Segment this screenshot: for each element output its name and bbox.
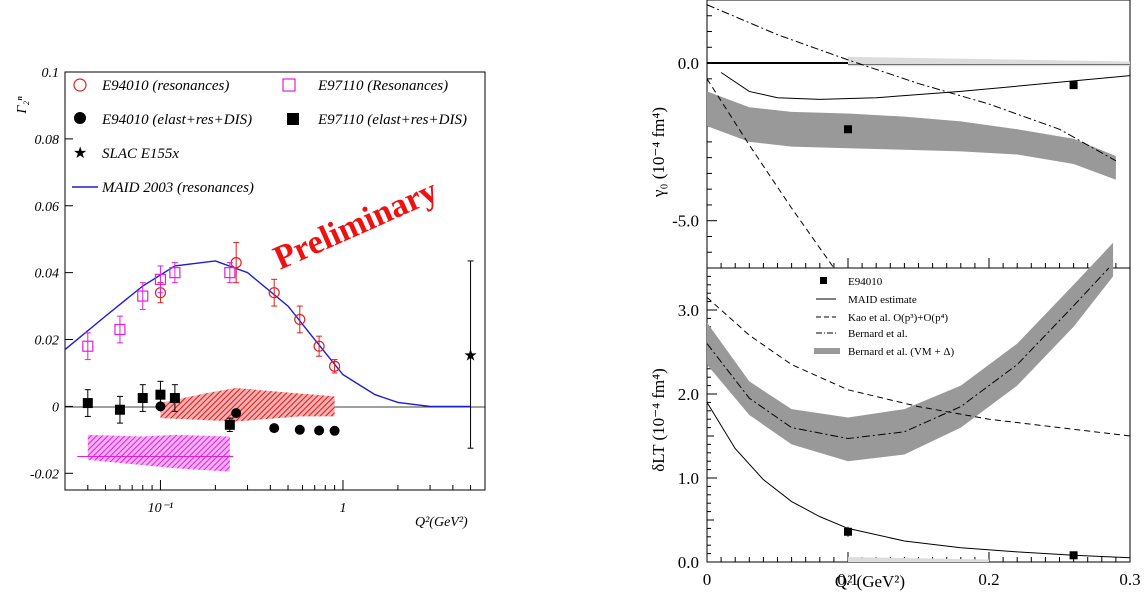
legend-marker-r-e94010 bbox=[820, 277, 827, 284]
e97110-full-point bbox=[114, 404, 125, 415]
preliminary-annotation: Preliminary bbox=[268, 172, 443, 277]
bottom-x-tick-label: 0.1 bbox=[837, 570, 858, 589]
left-y-tick-label: 0.02 bbox=[35, 334, 60, 349]
bottom-bernard-vm-band bbox=[707, 242, 1114, 462]
legend-label-maid: MAID 2003 (resonances) bbox=[101, 180, 254, 196]
e97110-full-point bbox=[155, 389, 166, 400]
top-y-tick-label: -5.0 bbox=[672, 212, 699, 231]
right-legend: E94010 MAID estimate Kao et al. O(p³)+O(… bbox=[814, 276, 954, 358]
e97110-res-point bbox=[114, 323, 126, 336]
e94010-full-point bbox=[294, 424, 305, 435]
left-x-axis-label: Q²(GeV²) bbox=[415, 515, 468, 530]
bottom-e94010-point bbox=[1069, 551, 1078, 560]
e97110-full-point bbox=[82, 398, 93, 409]
top-solid-curve bbox=[720, 72, 1131, 100]
legend-label-e94010-full: E94010 (elast+res+DIS) bbox=[101, 112, 252, 128]
top-e94010-point bbox=[1069, 81, 1078, 90]
e94010-full-point bbox=[329, 425, 340, 436]
slac-point: ★ bbox=[463, 348, 477, 365]
e97110-full-point bbox=[224, 419, 235, 430]
bottom-x-axis-label: Q² (GeV²) bbox=[835, 572, 905, 591]
legend-label-slac: SLAC E155x bbox=[102, 146, 179, 162]
left-y-axis-label: Γ₂ⁿ bbox=[15, 96, 30, 115]
e94010-full-point bbox=[231, 408, 242, 419]
bottom-y-axis-label: δLT (10⁻⁴ fm⁴) bbox=[649, 368, 668, 471]
bottom-x-tick-label: 0.2 bbox=[978, 570, 999, 589]
e97110-full-point bbox=[169, 393, 180, 404]
legend-marker-e94010-full bbox=[74, 112, 86, 124]
legend-label-r-maid: MAID estimate bbox=[848, 294, 917, 306]
legend-label-r-kao: Kao et al. O(p³)+O(p⁴) bbox=[848, 312, 948, 324]
bottom-x-tick-label: 0.3 bbox=[1119, 570, 1140, 589]
top-dashdot-curve bbox=[706, 4, 1117, 162]
left-x-tick-label: 10⁻¹ bbox=[148, 501, 174, 516]
top-light-band bbox=[848, 56, 1130, 67]
e94010-res-point bbox=[329, 360, 341, 372]
left-legend: E94010 (resonances) E97110 (Resonances) … bbox=[72, 78, 467, 196]
right-ticks: 0 0.1 0.2 0.3 -5.0 0.0 0.0 1.0 2.0 3.0 bbox=[672, 0, 1141, 589]
legend-label-e97110-res: E97110 (Resonances) bbox=[317, 78, 448, 94]
left-y-tick-label: 0.06 bbox=[35, 200, 60, 215]
top-y-axis-label: γ₀ (10⁻⁴ fm⁴) bbox=[649, 107, 668, 198]
left-y-tick-label: 0 bbox=[52, 400, 59, 415]
top-y-tick-label: 0.0 bbox=[678, 54, 699, 73]
left-y-tick-label: 0.08 bbox=[35, 133, 60, 148]
bottom-dashdot-curve bbox=[706, 267, 1110, 440]
e97110-syst-band bbox=[87, 434, 230, 472]
left-y-tick-label: -0.02 bbox=[30, 467, 59, 482]
bottom-y-tick-label: 0.0 bbox=[678, 553, 699, 572]
e97110-full-point bbox=[137, 393, 148, 404]
bottom-dashed-curve bbox=[706, 297, 1131, 437]
right-panel: 0 0.1 0.2 0.3 -5.0 0.0 0.0 1.0 2.0 3.0 γ₀ (10⁻⁴ f… bbox=[649, 0, 1141, 591]
bottom-y-tick-label: 1.0 bbox=[678, 469, 699, 488]
left-frame bbox=[64, 71, 486, 491]
left-x-ticks: 10⁻¹ 1 bbox=[64, 480, 472, 516]
legend-marker-e94010-res bbox=[73, 78, 87, 92]
maid-curve bbox=[64, 260, 471, 408]
left-y-ticks: -0.02 0 0.02 0.04 0.06 0.08 0.1 bbox=[30, 66, 73, 482]
e94010-res-point bbox=[313, 340, 325, 352]
top-e94010-point bbox=[844, 125, 852, 134]
e94010-res-point bbox=[294, 313, 306, 326]
legend-label-r-band: Bernard et al. (VM + Δ) bbox=[848, 346, 954, 358]
e94010-syst-band bbox=[160, 388, 335, 422]
legend-label-e97110-full: E97110 (elast+res+DIS) bbox=[317, 112, 467, 128]
top-bernard-vm-band bbox=[707, 91, 1116, 180]
bottom-y-tick-label: 2.0 bbox=[678, 385, 699, 404]
e94010-res-point bbox=[268, 287, 280, 299]
left-y-tick-label: 0.1 bbox=[42, 66, 60, 81]
legend-label-e94010-res: E94010 (resonances) bbox=[101, 78, 229, 94]
left-x-tick-label: 1 bbox=[339, 501, 346, 516]
e97110-res-point bbox=[224, 267, 236, 279]
legend-marker-slac: ★ bbox=[73, 145, 87, 162]
left-panel: -0.02 0 0.02 0.04 0.06 0.08 0.1 10⁻¹ 1 Γ₂ⁿ Q²(G… bbox=[15, 66, 486, 530]
e97110-res-point bbox=[137, 290, 149, 302]
bottom-light-band bbox=[848, 556, 989, 562]
legend-label-r-bernard: Bernard et al. bbox=[848, 328, 908, 340]
e94010-full-point bbox=[269, 423, 280, 434]
bottom-x-tick-label: 0 bbox=[703, 570, 712, 589]
left-y-tick-label: 0.04 bbox=[35, 267, 60, 282]
e97110-res-point bbox=[169, 267, 181, 279]
e97110-res-point bbox=[154, 273, 167, 285]
e97110-res-point bbox=[82, 340, 94, 352]
legend-marker-e97110-full bbox=[287, 113, 299, 125]
legend-label-r-e94010: E94010 bbox=[848, 276, 883, 288]
right-frame bbox=[706, 0, 1131, 563]
bottom-y-tick-label: 3.0 bbox=[678, 301, 699, 320]
legend-marker-e97110-res bbox=[282, 78, 296, 92]
e94010-full-point bbox=[314, 425, 325, 436]
top-dashed-curve bbox=[706, 78, 835, 269]
